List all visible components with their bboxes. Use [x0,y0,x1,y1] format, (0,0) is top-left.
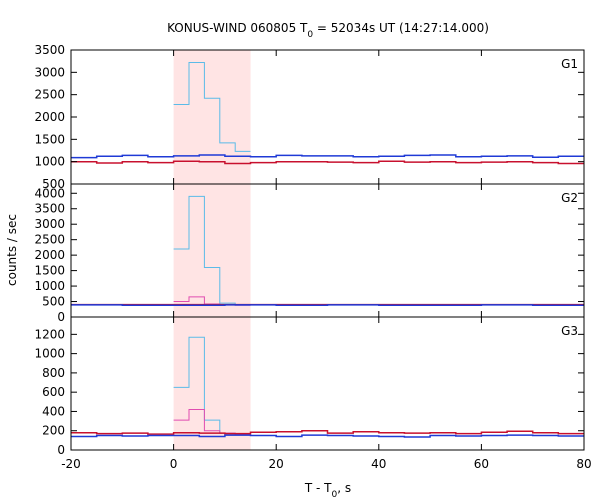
shaded-interval-g3 [173,317,251,450]
y-tick-label: 4000 [34,186,65,200]
y-tick-label: 0 [57,443,65,457]
x-tick-label: 0 [170,457,178,471]
y-tick-label: 2500 [34,88,65,102]
series-g3-bg-red [71,429,584,435]
panels-group: 500100015002000250030003500G105001000150… [34,43,591,471]
y-tick-label: 2000 [34,248,65,262]
y-tick-label: 600 [42,385,65,399]
y-tick-label: 200 [42,424,65,438]
y-tick-label: 3500 [34,202,65,216]
y-tick-label: 1000 [34,347,65,361]
y-tick-label: 1500 [34,132,65,146]
y-axis-label: counts / sec [5,214,19,286]
y-tick-label: 3500 [34,43,65,57]
x-axis-label: T - T0, s [304,481,351,500]
x-tick-label: 60 [474,457,489,471]
panel-label-g2: G2 [561,191,578,205]
y-tick-label: 1500 [34,264,65,278]
y-tick-label: 800 [42,366,65,380]
chart-title: KONUS-WIND 060805 T0 = 52034s UT (14:27:… [167,21,489,40]
y-tick-label: 3000 [34,65,65,79]
y-tick-label: 1200 [34,327,65,341]
y-tick-label: 3000 [34,217,65,231]
series-g1-burst-cyan [173,62,251,152]
panel-frame-g2 [70,183,585,318]
series-g1-bg-blue [71,154,584,159]
y-tick-label: 1000 [34,155,65,169]
x-tick-label: -20 [61,457,81,471]
y-tick-label: 1000 [34,279,65,293]
x-tick-label: 80 [576,457,591,471]
y-tick-label: 500 [42,177,65,191]
y-tick-label: 500 [42,295,65,309]
panel-g3: 0 200 400 600 800 1000 1200 G3 [34,316,585,457]
panel-frame-g3 [70,316,585,451]
y-tick-label: 0 [57,310,65,324]
y-tick-label: 2000 [34,110,65,124]
series-g1-bg-red [71,160,584,165]
x-tick-label: 20 [269,457,284,471]
x-tick-label: 40 [371,457,386,471]
panel-label-g3: G3 [561,324,578,338]
series-g3-bg-blue [71,434,584,438]
shaded-interval-g2 [173,184,251,317]
panel-frame-g1 [70,49,585,185]
y-tick-label: 2500 [34,233,65,247]
y-tick-label: 400 [42,404,65,418]
panel-g1: 500 1000 1500 2000 2500 3000 3500 G1 [34,43,585,191]
panel-label-g1: G1 [561,57,578,71]
